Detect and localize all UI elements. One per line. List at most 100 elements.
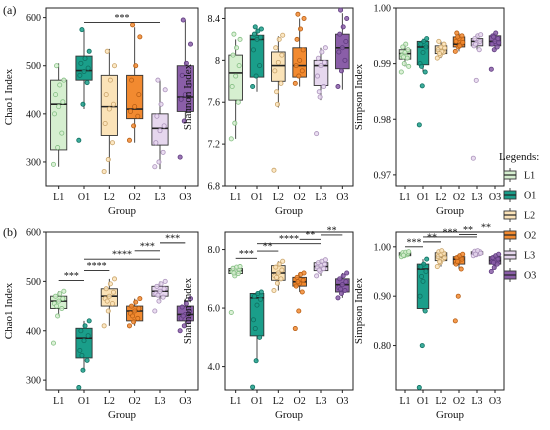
data-point bbox=[112, 63, 118, 69]
data-point bbox=[491, 265, 497, 271]
data-point bbox=[338, 286, 344, 292]
data-point bbox=[237, 36, 243, 42]
data-point bbox=[257, 34, 263, 40]
data-point bbox=[473, 77, 479, 83]
data-point bbox=[441, 41, 447, 47]
data-point bbox=[257, 63, 263, 69]
x-tick-label: O3 bbox=[336, 396, 348, 407]
data-point bbox=[157, 288, 163, 294]
data-point bbox=[442, 45, 448, 51]
box-O1 bbox=[249, 289, 265, 390]
data-point bbox=[254, 302, 260, 308]
data-point bbox=[403, 41, 409, 47]
data-point bbox=[86, 318, 92, 324]
data-point bbox=[419, 63, 425, 69]
data-point bbox=[251, 317, 257, 323]
data-point bbox=[186, 82, 192, 88]
x-tick-label: L2 bbox=[435, 192, 446, 203]
data-point bbox=[101, 169, 107, 175]
box-L1 bbox=[50, 63, 68, 167]
data-point bbox=[338, 7, 344, 13]
significance-label: *** bbox=[165, 233, 180, 244]
data-point bbox=[423, 44, 429, 50]
data-point bbox=[126, 323, 132, 329]
data-point bbox=[258, 289, 264, 295]
x-tick-label: L2 bbox=[273, 396, 284, 407]
data-point bbox=[107, 281, 113, 287]
x-tick-label: O3 bbox=[489, 192, 501, 203]
data-point bbox=[271, 167, 277, 173]
data-point bbox=[301, 270, 307, 276]
data-point bbox=[460, 39, 466, 45]
box-L3 bbox=[470, 32, 484, 161]
data-point bbox=[131, 123, 137, 129]
data-point bbox=[103, 92, 109, 98]
data-point bbox=[314, 273, 320, 279]
data-point bbox=[491, 47, 497, 53]
data-point bbox=[252, 326, 258, 332]
box-L1 bbox=[398, 249, 412, 260]
data-point bbox=[153, 140, 159, 146]
data-point bbox=[231, 31, 237, 37]
data-point bbox=[133, 63, 139, 69]
legend-label: L3 bbox=[524, 251, 535, 262]
data-point bbox=[273, 264, 279, 270]
data-point bbox=[316, 89, 322, 95]
data-point bbox=[84, 80, 90, 86]
x-axis-label: Group bbox=[108, 409, 137, 421]
data-point bbox=[253, 358, 259, 364]
data-point bbox=[401, 54, 407, 60]
data-point bbox=[60, 296, 66, 302]
data-point bbox=[155, 77, 161, 83]
data-point bbox=[180, 17, 186, 23]
data-point bbox=[130, 313, 136, 319]
box-L2 bbox=[271, 258, 286, 294]
data-point bbox=[109, 140, 115, 146]
box-O1 bbox=[416, 256, 430, 391]
data-point bbox=[110, 289, 116, 295]
data-point bbox=[107, 77, 113, 83]
plot-frame bbox=[224, 231, 354, 391]
data-point bbox=[59, 306, 65, 312]
data-point bbox=[109, 301, 115, 307]
box-L1 bbox=[228, 31, 243, 142]
box-O2 bbox=[126, 296, 144, 329]
data-point bbox=[233, 73, 239, 79]
data-point bbox=[278, 80, 284, 86]
significance-label: ** bbox=[427, 232, 437, 243]
plot-frame bbox=[395, 231, 505, 391]
box-O1 bbox=[249, 24, 265, 92]
legend-title: Legends: bbox=[499, 151, 539, 163]
data-point bbox=[321, 84, 327, 90]
data-point bbox=[295, 11, 301, 17]
data-point bbox=[470, 155, 476, 161]
panel-label-a: (a) bbox=[3, 3, 16, 17]
x-axis-label: Group bbox=[275, 409, 304, 421]
y-tick-label: 0.90 bbox=[374, 292, 392, 303]
data-point bbox=[317, 94, 323, 100]
data-point bbox=[473, 41, 479, 47]
data-point bbox=[343, 279, 349, 285]
x-tick-label: L1 bbox=[53, 192, 64, 203]
data-point bbox=[106, 293, 112, 299]
data-point bbox=[188, 41, 194, 47]
data-point bbox=[251, 47, 257, 53]
data-point bbox=[420, 278, 426, 284]
x-tick-label: L3 bbox=[315, 192, 326, 203]
box-L1 bbox=[398, 41, 412, 75]
box-L3 bbox=[151, 77, 169, 170]
data-point bbox=[337, 276, 343, 282]
data-point bbox=[254, 36, 260, 42]
x-tick-label: L1 bbox=[399, 192, 410, 203]
legend-label: O2 bbox=[524, 231, 536, 242]
data-point bbox=[50, 340, 56, 346]
box-O2 bbox=[292, 11, 307, 87]
data-point bbox=[237, 264, 243, 270]
plot-frame bbox=[45, 231, 199, 391]
data-point bbox=[488, 268, 494, 274]
data-point bbox=[421, 38, 427, 44]
data-point bbox=[179, 304, 185, 310]
data-point bbox=[133, 299, 139, 305]
data-point bbox=[419, 343, 425, 349]
